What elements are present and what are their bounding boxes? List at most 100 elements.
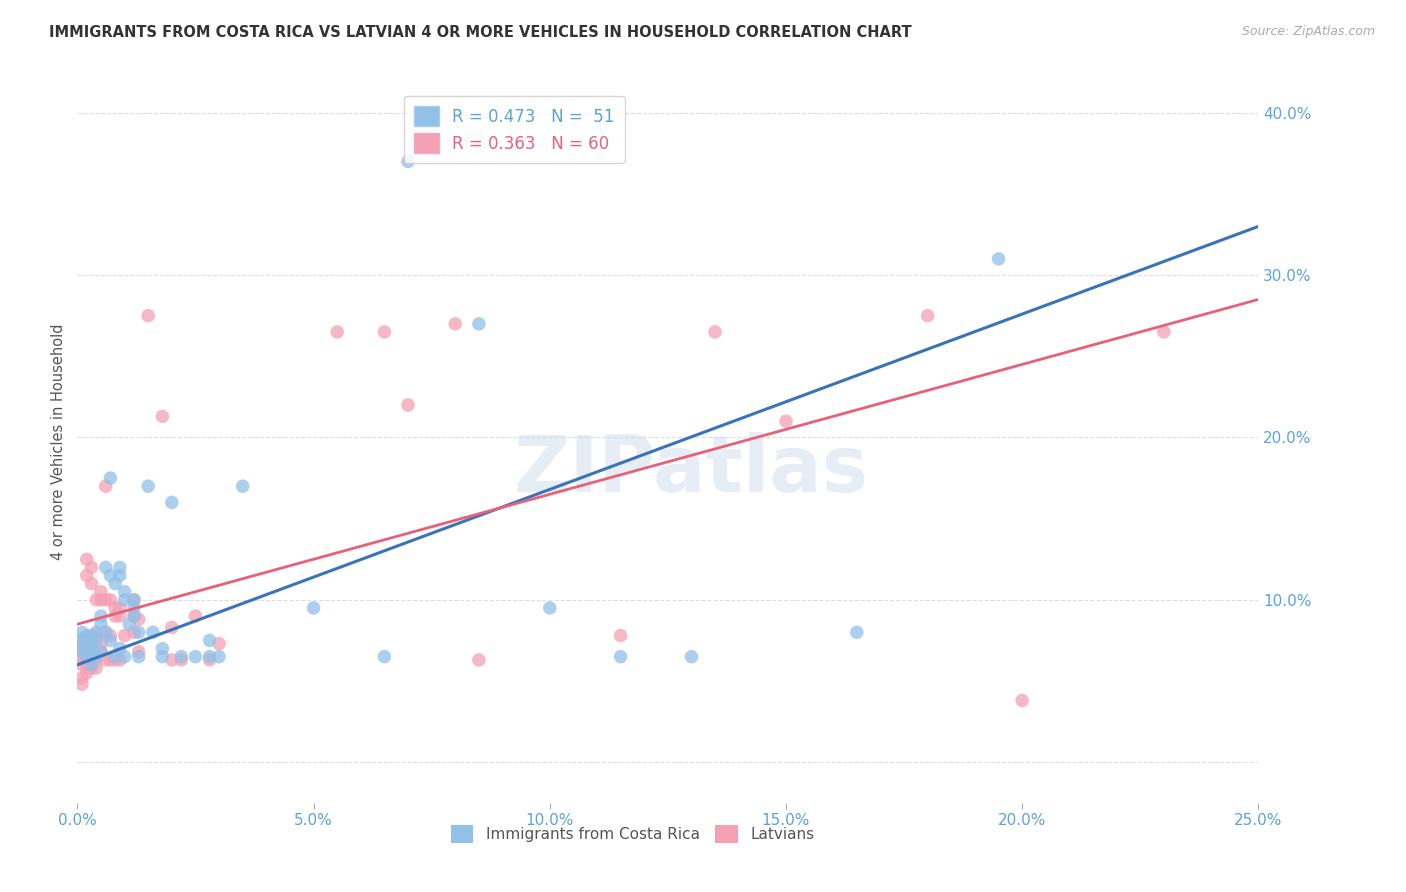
Text: IMMIGRANTS FROM COSTA RICA VS LATVIAN 4 OR MORE VEHICLES IN HOUSEHOLD CORRELATIO: IMMIGRANTS FROM COSTA RICA VS LATVIAN 4 … [49, 25, 912, 40]
Point [609, 629, 631, 643]
Point [468, 317, 491, 331]
Point [90, 617, 112, 632]
Point [100, 471, 122, 485]
Point [80, 647, 103, 661]
Point [70, 649, 93, 664]
Point [94, 560, 117, 574]
Point [114, 629, 136, 643]
Point [917, 309, 939, 323]
Point [70, 625, 93, 640]
Point [208, 637, 231, 651]
Point [1153, 325, 1175, 339]
Point [94, 653, 117, 667]
Point [70, 633, 93, 648]
Point [90, 592, 112, 607]
Point [84, 661, 107, 675]
Point [76, 568, 98, 582]
Point [150, 649, 173, 664]
Point [104, 653, 127, 667]
Point [108, 641, 131, 656]
Point [108, 560, 131, 574]
Point [704, 325, 727, 339]
Point [108, 568, 131, 582]
Point [76, 665, 98, 680]
Point [160, 495, 183, 509]
Point [136, 479, 159, 493]
Point [70, 677, 93, 691]
Point [100, 633, 122, 648]
Point [76, 635, 98, 649]
Point [80, 630, 103, 644]
Point [104, 609, 127, 624]
Point [76, 641, 98, 656]
Point [681, 649, 703, 664]
Point [114, 584, 136, 599]
Point [170, 649, 193, 664]
Point [373, 325, 395, 339]
Point [184, 649, 207, 664]
Point [845, 625, 868, 640]
Point [100, 592, 122, 607]
Point [538, 601, 561, 615]
Point [90, 609, 112, 624]
Point [396, 398, 419, 412]
Point [90, 645, 112, 659]
Text: ZIPatlas: ZIPatlas [515, 433, 869, 508]
Point [76, 645, 98, 659]
Point [70, 671, 93, 685]
Point [84, 649, 107, 664]
Point [80, 576, 103, 591]
Point [90, 637, 112, 651]
Point [94, 479, 117, 493]
Point [100, 629, 122, 643]
Point [76, 638, 98, 652]
Point [80, 653, 103, 667]
Point [160, 653, 183, 667]
Point [104, 601, 127, 615]
Point [373, 649, 395, 664]
Point [302, 601, 325, 615]
Point [122, 592, 145, 607]
Point [76, 629, 98, 643]
Point [122, 625, 145, 640]
Point [70, 645, 93, 659]
Point [122, 609, 145, 624]
Point [70, 638, 93, 652]
Point [108, 609, 131, 624]
Point [232, 479, 254, 493]
Point [122, 601, 145, 615]
Point [122, 609, 145, 624]
Legend: Immigrants from Costa Rica, Latvians: Immigrants from Costa Rica, Latvians [444, 819, 820, 849]
Point [94, 625, 117, 640]
Point [70, 641, 93, 656]
Point [118, 617, 141, 632]
Point [80, 657, 103, 672]
Point [775, 414, 797, 428]
Point [80, 661, 103, 675]
Point [76, 649, 98, 664]
Point [114, 649, 136, 664]
Point [84, 592, 107, 607]
Point [100, 568, 122, 582]
Point [142, 625, 165, 640]
Point [114, 592, 136, 607]
Point [90, 645, 112, 659]
Point [94, 625, 117, 640]
Point [84, 653, 107, 667]
Point [108, 601, 131, 615]
Point [128, 645, 150, 659]
Point [104, 649, 127, 664]
Point [84, 629, 107, 643]
Point [84, 633, 107, 648]
Point [609, 649, 631, 664]
Point [80, 645, 103, 659]
Point [70, 657, 93, 672]
Point [208, 649, 231, 664]
Point [108, 653, 131, 667]
Point [468, 653, 491, 667]
Point [128, 625, 150, 640]
Point [80, 629, 103, 643]
Point [100, 653, 122, 667]
Point [987, 252, 1010, 266]
Point [128, 649, 150, 664]
